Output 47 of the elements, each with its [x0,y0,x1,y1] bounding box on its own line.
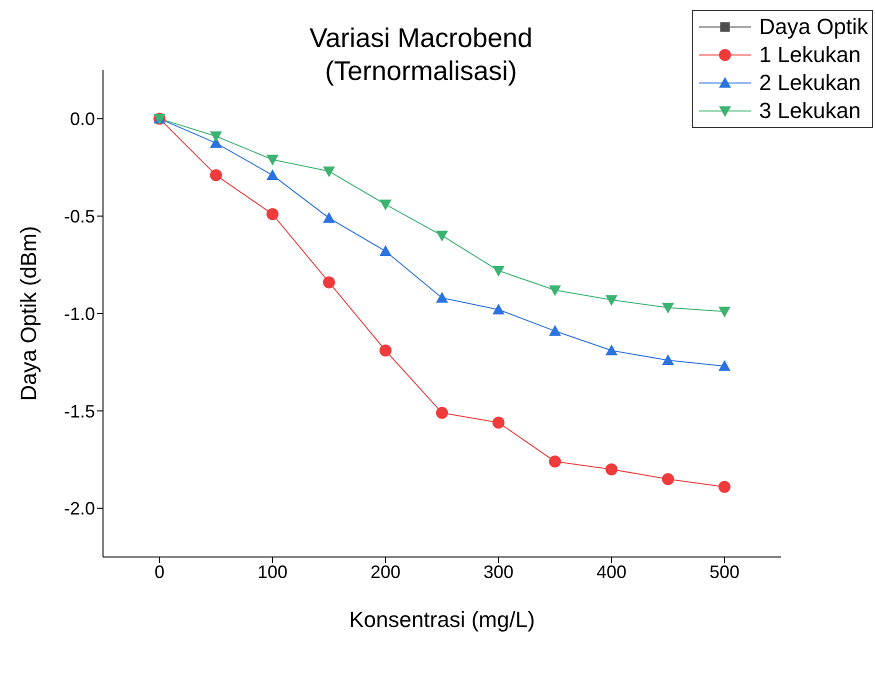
point [210,169,222,182]
x-tick-label: 0 [154,562,165,582]
x-tick-label: 100 [257,562,288,582]
x-axis-title: Konsentrasi (mg/L) [349,607,535,632]
y-tick-label: -0.5 [64,206,95,226]
point [718,360,730,371]
chart-title: Variasi Macrobend (Ternormalisasi) [309,23,533,86]
point [549,325,561,336]
point [436,292,448,303]
point [436,230,448,242]
point [606,463,618,476]
point [718,480,730,493]
legend-label: 3 Lekukan [759,97,861,125]
y-tick-label: -1.5 [64,401,95,422]
y-tick-label: 0.0 [70,109,95,130]
point [323,166,335,178]
point [492,266,504,277]
point [266,154,278,166]
point [436,406,448,419]
point [380,245,392,256]
point [606,295,618,306]
legend-label: 2 Lekukan [759,69,861,97]
point [323,212,335,223]
point [492,304,504,314]
x-tick-label: 500 [709,562,740,582]
point [266,169,278,180]
legend-label: Daya Optik [759,13,868,41]
legend-label: 1 Lekukan [759,41,861,69]
x-tick-label: 200 [370,562,401,582]
point [662,302,674,314]
point [549,285,561,296]
y-tick-label: -2.0 [64,498,95,519]
point [492,416,504,429]
point [380,200,392,210]
point [662,473,674,486]
point [266,208,278,220]
y-tick-label: -1.0 [64,304,95,324]
point [323,276,335,288]
y-axis-title: Daya Optik (dBm) [16,226,41,401]
x-tick-label: 300 [483,562,514,582]
point [718,306,730,318]
point [210,131,222,142]
point [380,344,392,357]
point [606,344,618,356]
point [662,354,674,366]
x-tick-label: 400 [596,562,627,582]
point [549,456,561,468]
